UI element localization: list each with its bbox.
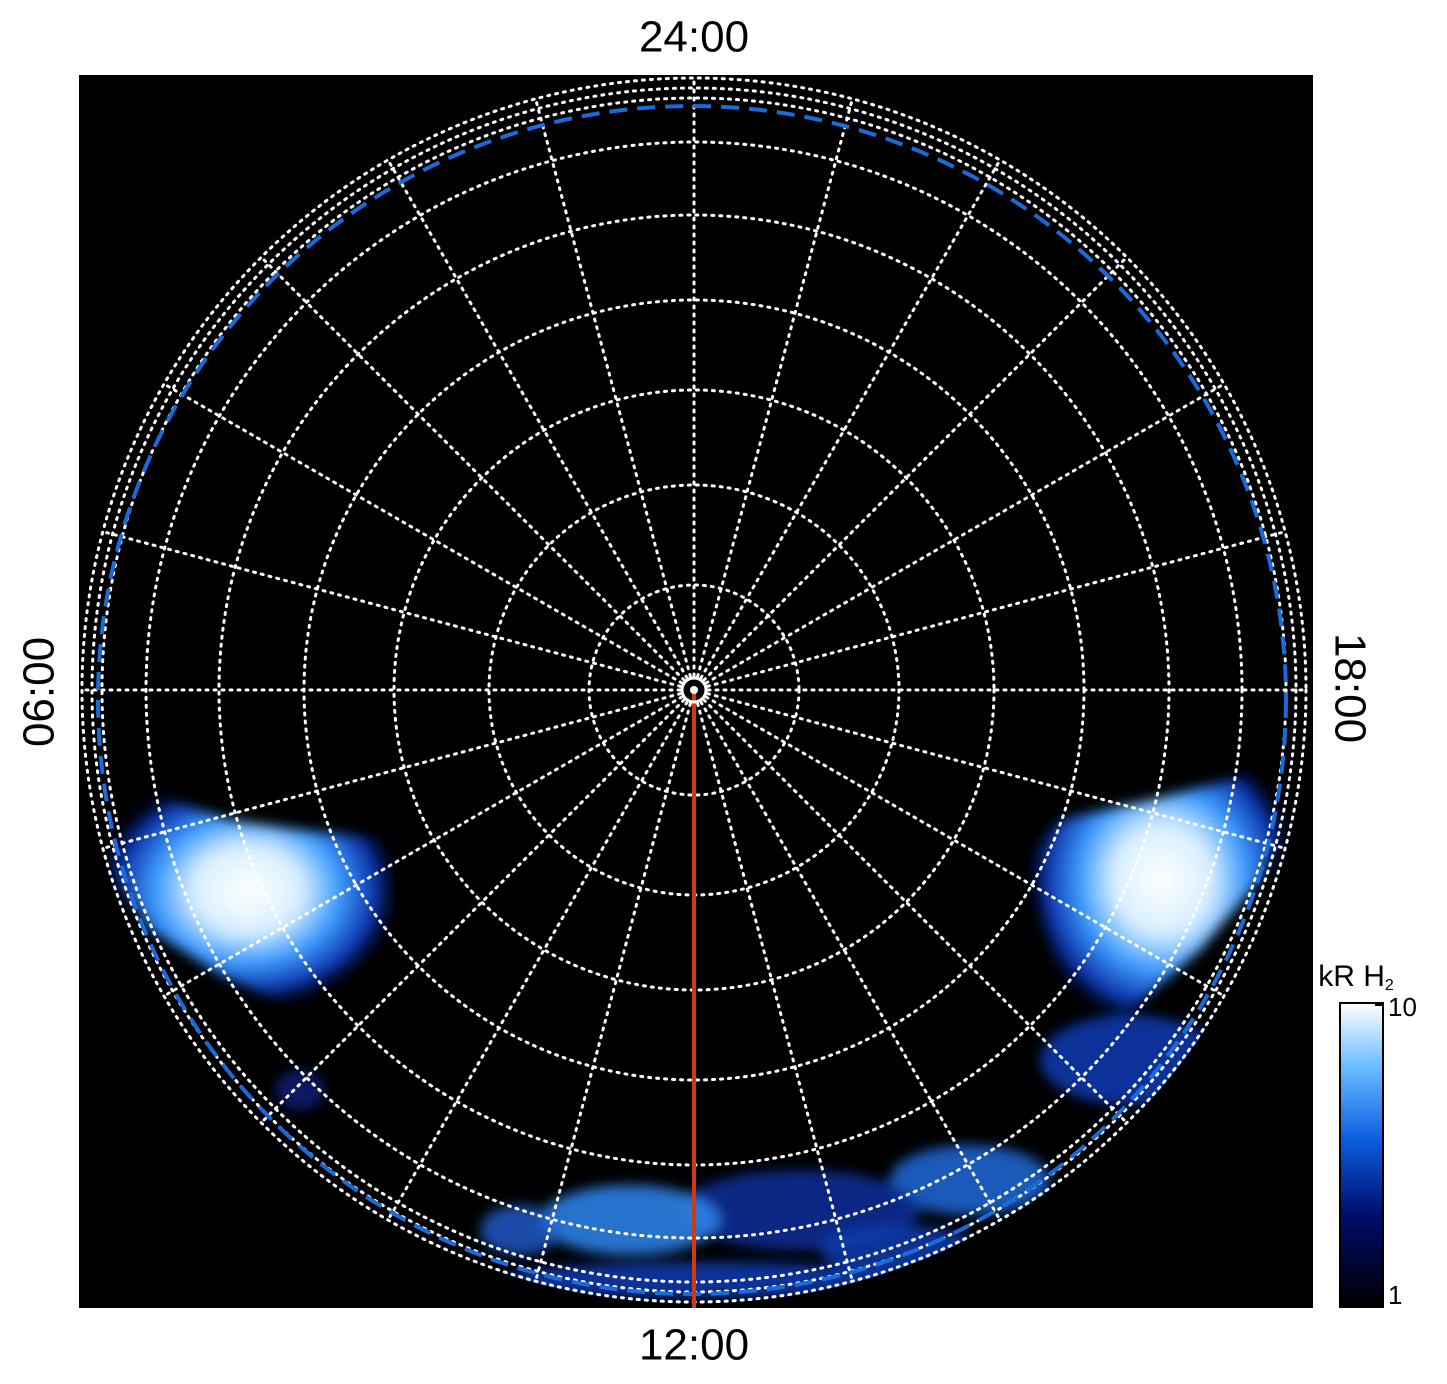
- grid-meridian: [162, 695, 684, 998]
- grid-meridian: [699, 700, 1002, 1222]
- grid-meridian: [101, 692, 682, 850]
- aurora: [95, 730, 1300, 1298]
- grid-meridian: [699, 158, 1002, 680]
- grid-meridian: [696, 97, 854, 678]
- grid-meridian: [162, 382, 684, 685]
- grid-meridian: [702, 698, 1129, 1125]
- pole-marker: [680, 676, 708, 704]
- grid-meridian: [386, 158, 689, 680]
- grid-meridian: [704, 695, 1226, 998]
- colorbar-title: kR H2: [1318, 960, 1394, 994]
- colorbar-title-sub: 2: [1385, 977, 1394, 994]
- colorbar: [1339, 1002, 1384, 1308]
- grid-meridian: [704, 382, 1226, 685]
- grid-meridian: [706, 692, 1287, 850]
- grid-meridian: [386, 700, 689, 1222]
- grid-meridian: [259, 698, 686, 1125]
- label-left: 06:00: [15, 637, 64, 747]
- grid-meridian: [534, 97, 692, 678]
- pole-dot: [690, 686, 698, 694]
- grid-meridian: [706, 530, 1287, 688]
- grid-circle: [144, 140, 1244, 1240]
- colorbar-title-main: kR H: [1318, 960, 1385, 993]
- colorbar-tick-label: 1: [1388, 1280, 1402, 1310]
- colorbar-tick-label: 10: [1388, 992, 1417, 1022]
- label-bottom: 12:00: [639, 1321, 749, 1370]
- grid-meridian: [696, 702, 854, 1283]
- label-top: 24:00: [639, 13, 749, 62]
- grid-meridian: [259, 255, 686, 682]
- label-right: 18:00: [1325, 633, 1374, 743]
- grid-meridian: [702, 255, 1129, 682]
- grid-meridian: [534, 702, 692, 1283]
- grid-meridian: [101, 530, 682, 688]
- colorbar-ticks: 1 10: [1375, 992, 1417, 1310]
